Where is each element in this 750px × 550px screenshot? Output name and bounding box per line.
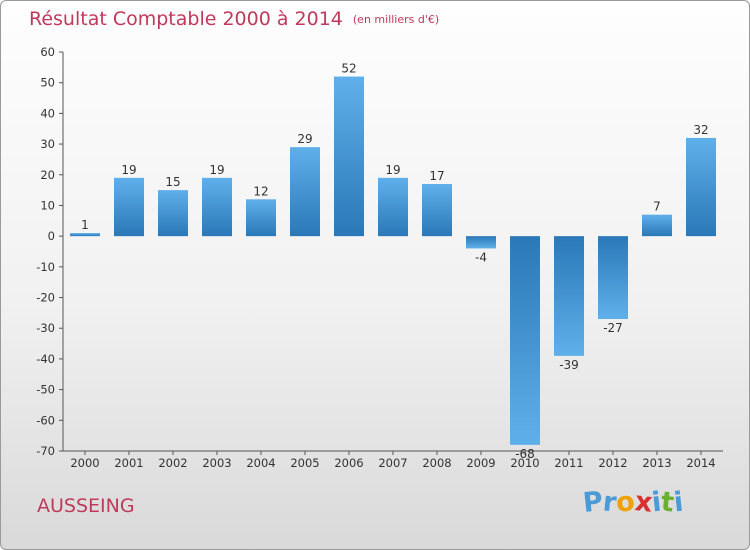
bar-2013	[642, 214, 672, 237]
y-tick-label: -40	[36, 352, 55, 366]
bar-2009	[466, 236, 496, 249]
proxiti-logo: Proxiti	[581, 486, 686, 519]
x-tick-label: 2012	[598, 456, 627, 470]
bar-2010	[510, 236, 540, 445]
bar-2003	[202, 177, 232, 237]
x-tick-label: 2006	[334, 456, 363, 470]
data-label-2004: 12	[253, 184, 268, 198]
bar-2011	[554, 236, 584, 356]
x-tick-label: 2013	[642, 456, 671, 470]
x-tick-label: 2007	[378, 456, 407, 470]
data-label-2009: -4	[475, 250, 487, 264]
bar-2001	[114, 177, 144, 237]
bar-2014	[686, 137, 716, 237]
bar-2000	[70, 233, 100, 237]
data-label-2012: -27	[603, 321, 623, 335]
data-label-2007: 19	[385, 163, 400, 177]
bar-2005	[290, 147, 320, 237]
x-tick-label: 2001	[114, 456, 143, 470]
data-label-2011: -39	[559, 358, 579, 372]
y-tick-label: -60	[36, 413, 55, 427]
y-tick-label: 40	[40, 106, 55, 120]
bar-2006	[334, 76, 364, 237]
y-tick-label: 20	[40, 168, 55, 182]
data-label-2013: 7	[653, 200, 661, 214]
bar-2002	[158, 190, 188, 237]
x-tick-label: 2010	[510, 456, 539, 470]
y-tick-label: 30	[40, 137, 55, 151]
y-tick-label: 60	[40, 45, 55, 59]
bar-2007	[378, 177, 408, 237]
y-tick-label: -30	[36, 321, 55, 335]
x-tick-label: 2008	[422, 456, 451, 470]
y-tick-label: -10	[36, 260, 55, 274]
chart-subtitle: (en milliers d'€)	[352, 13, 440, 26]
data-label-2003: 19	[209, 163, 224, 177]
x-tick-label: 2000	[70, 456, 99, 470]
logo-letter: i	[672, 486, 686, 519]
x-tick-label: 2005	[290, 456, 319, 470]
chart-title-text: Résultat Comptable 2000 à 2014	[29, 8, 343, 30]
x-tick-label: 2003	[202, 456, 231, 470]
data-label-2000: 1	[81, 218, 89, 232]
x-tick-label: 2002	[158, 456, 187, 470]
bar-2012	[598, 236, 628, 320]
data-label-2008: 17	[429, 169, 444, 183]
chart-title: Résultat Comptable 2000 à 2014 (en millie…	[29, 8, 439, 30]
town-name: AUSSEING	[37, 495, 135, 517]
data-label-2006: 52	[341, 62, 356, 76]
x-tick-label: 2014	[686, 456, 715, 470]
y-tick-label: -50	[36, 383, 55, 397]
bar-2004	[246, 199, 276, 237]
data-label-2002: 15	[165, 175, 180, 189]
x-tick-label: 2009	[466, 456, 495, 470]
y-tick-label: 50	[40, 76, 55, 90]
x-tick-label: 2011	[554, 456, 583, 470]
y-tick-label: 10	[40, 198, 55, 212]
x-tick-label: 2004	[246, 456, 275, 470]
bar-2008	[422, 183, 452, 237]
y-tick-label: -70	[36, 444, 55, 458]
data-label-2005: 29	[297, 132, 312, 146]
data-label-2001: 19	[121, 163, 136, 177]
data-label-2010: -68	[515, 447, 535, 461]
y-tick-label: -20	[36, 291, 55, 305]
data-label-2014: 32	[693, 123, 708, 137]
y-tick-label: 0	[48, 229, 55, 243]
